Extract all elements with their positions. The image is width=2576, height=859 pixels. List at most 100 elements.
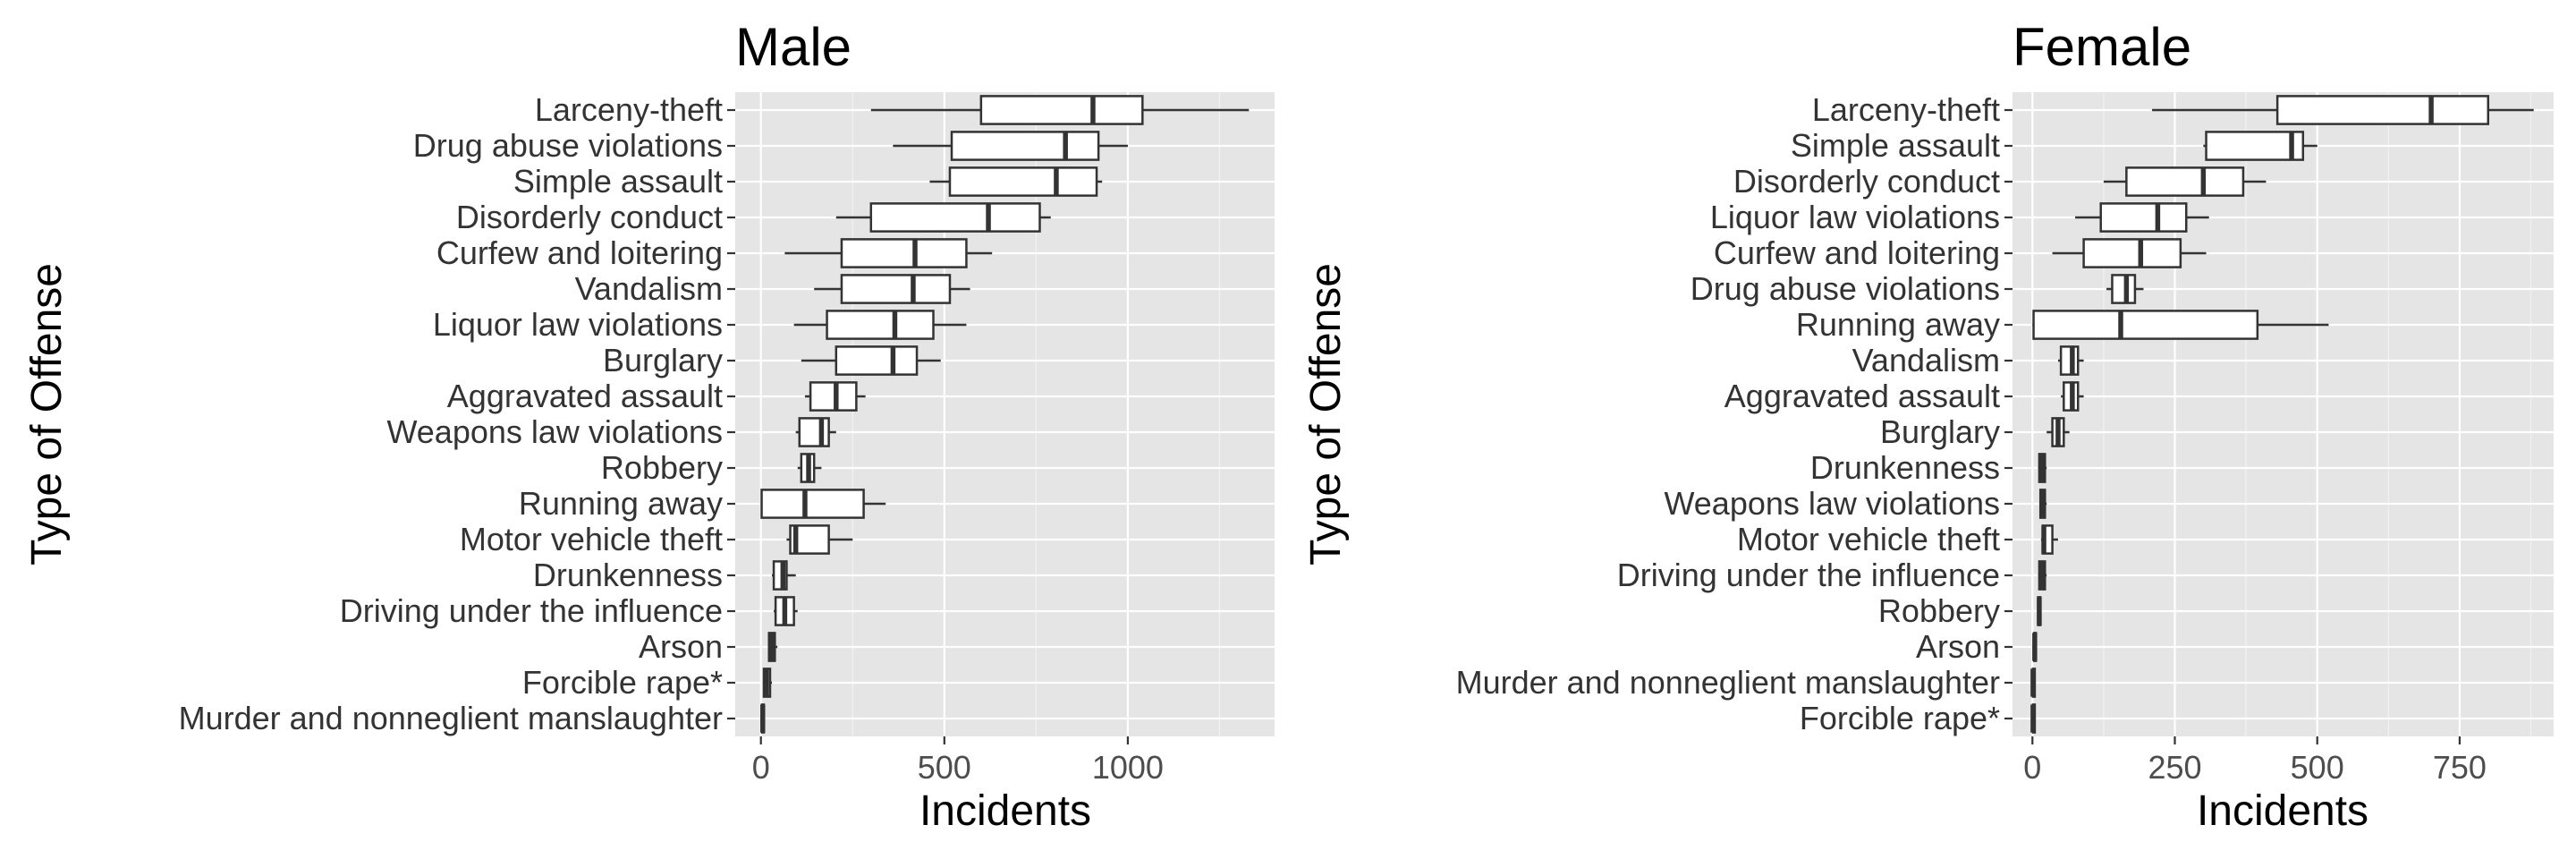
x-tick-label: 1000 [1092,749,1164,786]
box-iqr [2205,131,2305,161]
box-liquor-law-violations [793,310,967,340]
box-iqr [826,310,935,340]
category-label: Weapons law violations [386,413,723,450]
category-label: Motor vehicle theft [1737,521,2000,557]
x-tick-label: 500 [918,749,971,786]
category-label: Forcible rape* [522,664,723,701]
box-murder-and-nonneglient-manslaughter [760,703,766,734]
box-iqr [950,131,1100,161]
box-robbery [2037,596,2042,626]
box-running-away [2032,310,2329,340]
box-iqr [835,345,919,376]
box-iqr [948,166,1098,197]
category-label: Disorderly conduct [1733,163,2000,200]
box-forcible-rape [2030,703,2037,734]
panel-title: Female [2012,17,2191,77]
category-label: Disorderly conduct [456,199,723,235]
box-simple-assault [929,166,1103,197]
panel-title: Male [735,17,852,77]
box-motor-vehicle-theft [2040,524,2058,555]
box-iqr [2111,274,2137,304]
category-label: Drunkenness [1810,449,2000,486]
box-running-away [760,489,886,519]
x-tick-label: 750 [2433,749,2487,786]
box-iqr [809,381,858,412]
box-drunkenness [772,560,796,591]
category-label: Liquor law violations [433,306,723,343]
box-aggravated-assault [804,381,866,412]
box-drunkenness [2038,453,2047,483]
category-label: Running away [519,485,723,522]
y-axis-title: Type of Offense [23,263,71,566]
box-disorderly-conduct [2103,166,2267,197]
box-iqr [2099,202,2188,233]
category-label: Weapons law violations [1664,485,2000,522]
category-label: Running away [1796,306,2000,343]
box-vandalism [2057,345,2084,376]
box-drug-abuse-violations [893,131,1128,161]
category-label: Larceny-theft [1812,91,2000,128]
category-label: Burglary [1880,413,2000,450]
y-axis-title: Type of Offense [1302,263,1350,566]
box-iqr [2082,238,2182,268]
category-label: Drug abuse violations [413,127,723,164]
category-label: Simple assault [1791,127,2000,164]
category-label: Forcible rape* [1800,700,2000,736]
box-motor-vehicle-theft [786,524,853,555]
box-larceny-theft [870,95,1250,125]
x-tick-label: 0 [752,749,770,786]
box-weapons-law-violations [795,417,836,447]
x-tick-label: 0 [2023,749,2041,786]
box-drug-abuse-violations [2106,274,2144,304]
box-iqr [2275,95,2490,125]
box-disorderly-conduct [835,202,1051,233]
x-tick-label: 500 [2291,749,2344,786]
box-robbery [797,453,822,483]
box-simple-assault [2203,131,2318,161]
category-label: Simple assault [513,163,723,200]
category-label: Aggravated assault [1724,378,2000,414]
category-label: Motor vehicle theft [460,521,723,557]
plot-background [2012,92,2554,736]
category-label: Burglary [603,342,723,378]
plot-background [735,92,1275,736]
category-label: Vandalism [575,270,723,307]
category-label: Aggravated assault [447,378,723,414]
category-label: Arson [639,628,723,665]
category-label: Drug abuse violations [1690,270,2000,307]
category-label: Larceny-theft [535,91,723,128]
box-curfew-and-loitering [784,238,993,268]
box-aggravated-assault [2061,381,2084,412]
box-forcible-rape [762,668,773,698]
box-driving-under-the-influence [774,596,798,626]
category-label: Murder and nonneglient manslaughter [179,700,723,736]
x-axis-title: Incidents [2197,787,2368,835]
box-arson [767,632,778,662]
box-iqr [2059,345,2080,376]
x-tick-label: 250 [2148,749,2201,786]
box-burglary [801,345,941,376]
category-label: Driving under the influence [1617,557,2000,593]
category-label: Arson [1916,628,2000,665]
box-driving-under-the-influence [2038,560,2047,591]
category-label: Curfew and loitering [1714,234,2000,271]
box-iqr [979,95,1144,125]
category-label: Drunkenness [533,557,723,593]
box-iqr [2032,310,2259,340]
box-larceny-theft [2152,95,2534,125]
box-arson [2032,632,2038,662]
box-vandalism [814,274,970,304]
box-iqr [798,417,830,447]
box-iqr [869,202,1041,233]
box-iqr [840,274,952,304]
box-liquor-law-violations [2075,202,2209,233]
category-label: Murder and nonneglient manslaughter [1456,664,2000,701]
category-label: Curfew and loitering [436,234,723,271]
category-label: Robbery [1878,592,2000,629]
box-weapons-law-violations [2038,489,2047,519]
category-label: Vandalism [1852,342,2000,378]
box-curfew-and-loitering [2052,238,2207,268]
